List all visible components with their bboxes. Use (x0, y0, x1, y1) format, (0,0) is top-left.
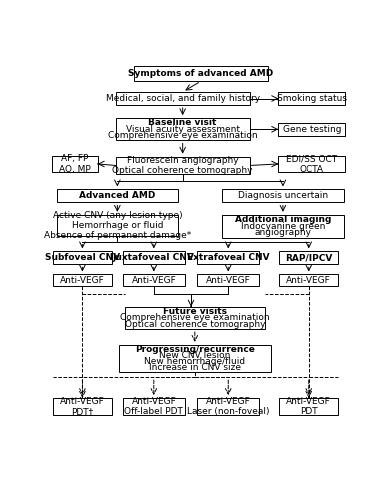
Text: Anti-VEGF
PDT†: Anti-VEGF PDT† (60, 397, 105, 416)
Text: AF, FP
AO, MP: AF, FP AO, MP (59, 154, 91, 174)
Bar (197, 274, 260, 286)
Bar (56, 215, 178, 236)
Text: Increase in CNV size: Increase in CNV size (149, 363, 241, 372)
Text: Juxtafoveal CNV: Juxtafoveal CNV (113, 254, 195, 262)
Text: Anti-VEGF
Laser (non-foveal): Anti-VEGF Laser (non-foveal) (187, 397, 269, 416)
Bar (278, 156, 345, 172)
Bar (119, 345, 271, 372)
Text: Progressing/recurrence: Progressing/recurrence (135, 345, 255, 354)
Text: Anti-VEGF
Off-label PDT: Anti-VEGF Off-label PDT (124, 397, 183, 416)
Text: EDI/SS OCT
OCTA: EDI/SS OCT OCTA (286, 154, 338, 174)
Bar (52, 156, 98, 172)
Text: Active CNV (any lesion type)
Hemorrhage or fluid
Absence of permanent damage*: Active CNV (any lesion type) Hemorrhage … (44, 210, 191, 240)
Text: Comprehensive eye examination: Comprehensive eye examination (120, 314, 270, 322)
Text: Comprehensive eye examination: Comprehensive eye examination (108, 131, 258, 140)
Bar (222, 215, 344, 238)
Text: Anti-VEGF: Anti-VEGF (206, 276, 250, 284)
Text: Medical, social, and family history: Medical, social, and family history (105, 94, 260, 103)
Text: Gene testing: Gene testing (283, 125, 341, 134)
Text: Advanced AMD: Advanced AMD (79, 192, 156, 200)
Bar (279, 274, 338, 286)
Bar (123, 398, 185, 415)
Text: Optical coherence tomography: Optical coherence tomography (125, 320, 265, 329)
Text: Smoking status: Smoking status (277, 94, 347, 103)
Bar (116, 156, 250, 174)
Text: Extrafoveal CNV: Extrafoveal CNV (187, 254, 270, 262)
Bar (116, 92, 250, 105)
Bar (222, 190, 344, 202)
Bar (123, 274, 185, 286)
Text: Indocyanine green: Indocyanine green (241, 222, 325, 231)
Text: Symptoms of advanced AMD: Symptoms of advanced AMD (128, 69, 274, 78)
Text: Baseline visit: Baseline visit (149, 118, 217, 128)
Bar (125, 307, 265, 329)
Text: Subfoveal CNV: Subfoveal CNV (45, 254, 120, 262)
Text: New hemorrhage/fluid: New hemorrhage/fluid (144, 357, 245, 366)
Bar (53, 252, 112, 264)
Text: Visual acuity assessment: Visual acuity assessment (126, 125, 240, 134)
Text: Additional imaging: Additional imaging (235, 215, 331, 224)
Text: RAP/IPCV: RAP/IPCV (285, 254, 332, 262)
Bar (278, 92, 345, 105)
Bar (278, 123, 345, 136)
Bar (116, 118, 250, 141)
Text: Fluorescein angiography
Optical coherence tomography: Fluorescein angiography Optical coherenc… (113, 156, 253, 175)
Bar (279, 252, 338, 264)
Text: Anti-VEGF: Anti-VEGF (287, 276, 331, 284)
Bar (134, 66, 268, 81)
Bar (279, 398, 338, 415)
Text: New CNV lesion: New CNV lesion (159, 351, 230, 360)
Text: Diagnosis uncertain: Diagnosis uncertain (238, 192, 328, 200)
Text: Anti-VEGF: Anti-VEGF (60, 276, 105, 284)
Bar (53, 398, 112, 415)
Text: Anti-VEGF
PDT: Anti-VEGF PDT (287, 397, 331, 416)
Text: Future visits: Future visits (163, 307, 227, 316)
Text: Anti-VEGF: Anti-VEGF (131, 276, 176, 284)
Bar (197, 252, 260, 264)
Bar (53, 274, 112, 286)
Text: angiography: angiography (254, 228, 311, 237)
Bar (197, 398, 260, 415)
Bar (123, 252, 185, 264)
Bar (56, 190, 178, 202)
